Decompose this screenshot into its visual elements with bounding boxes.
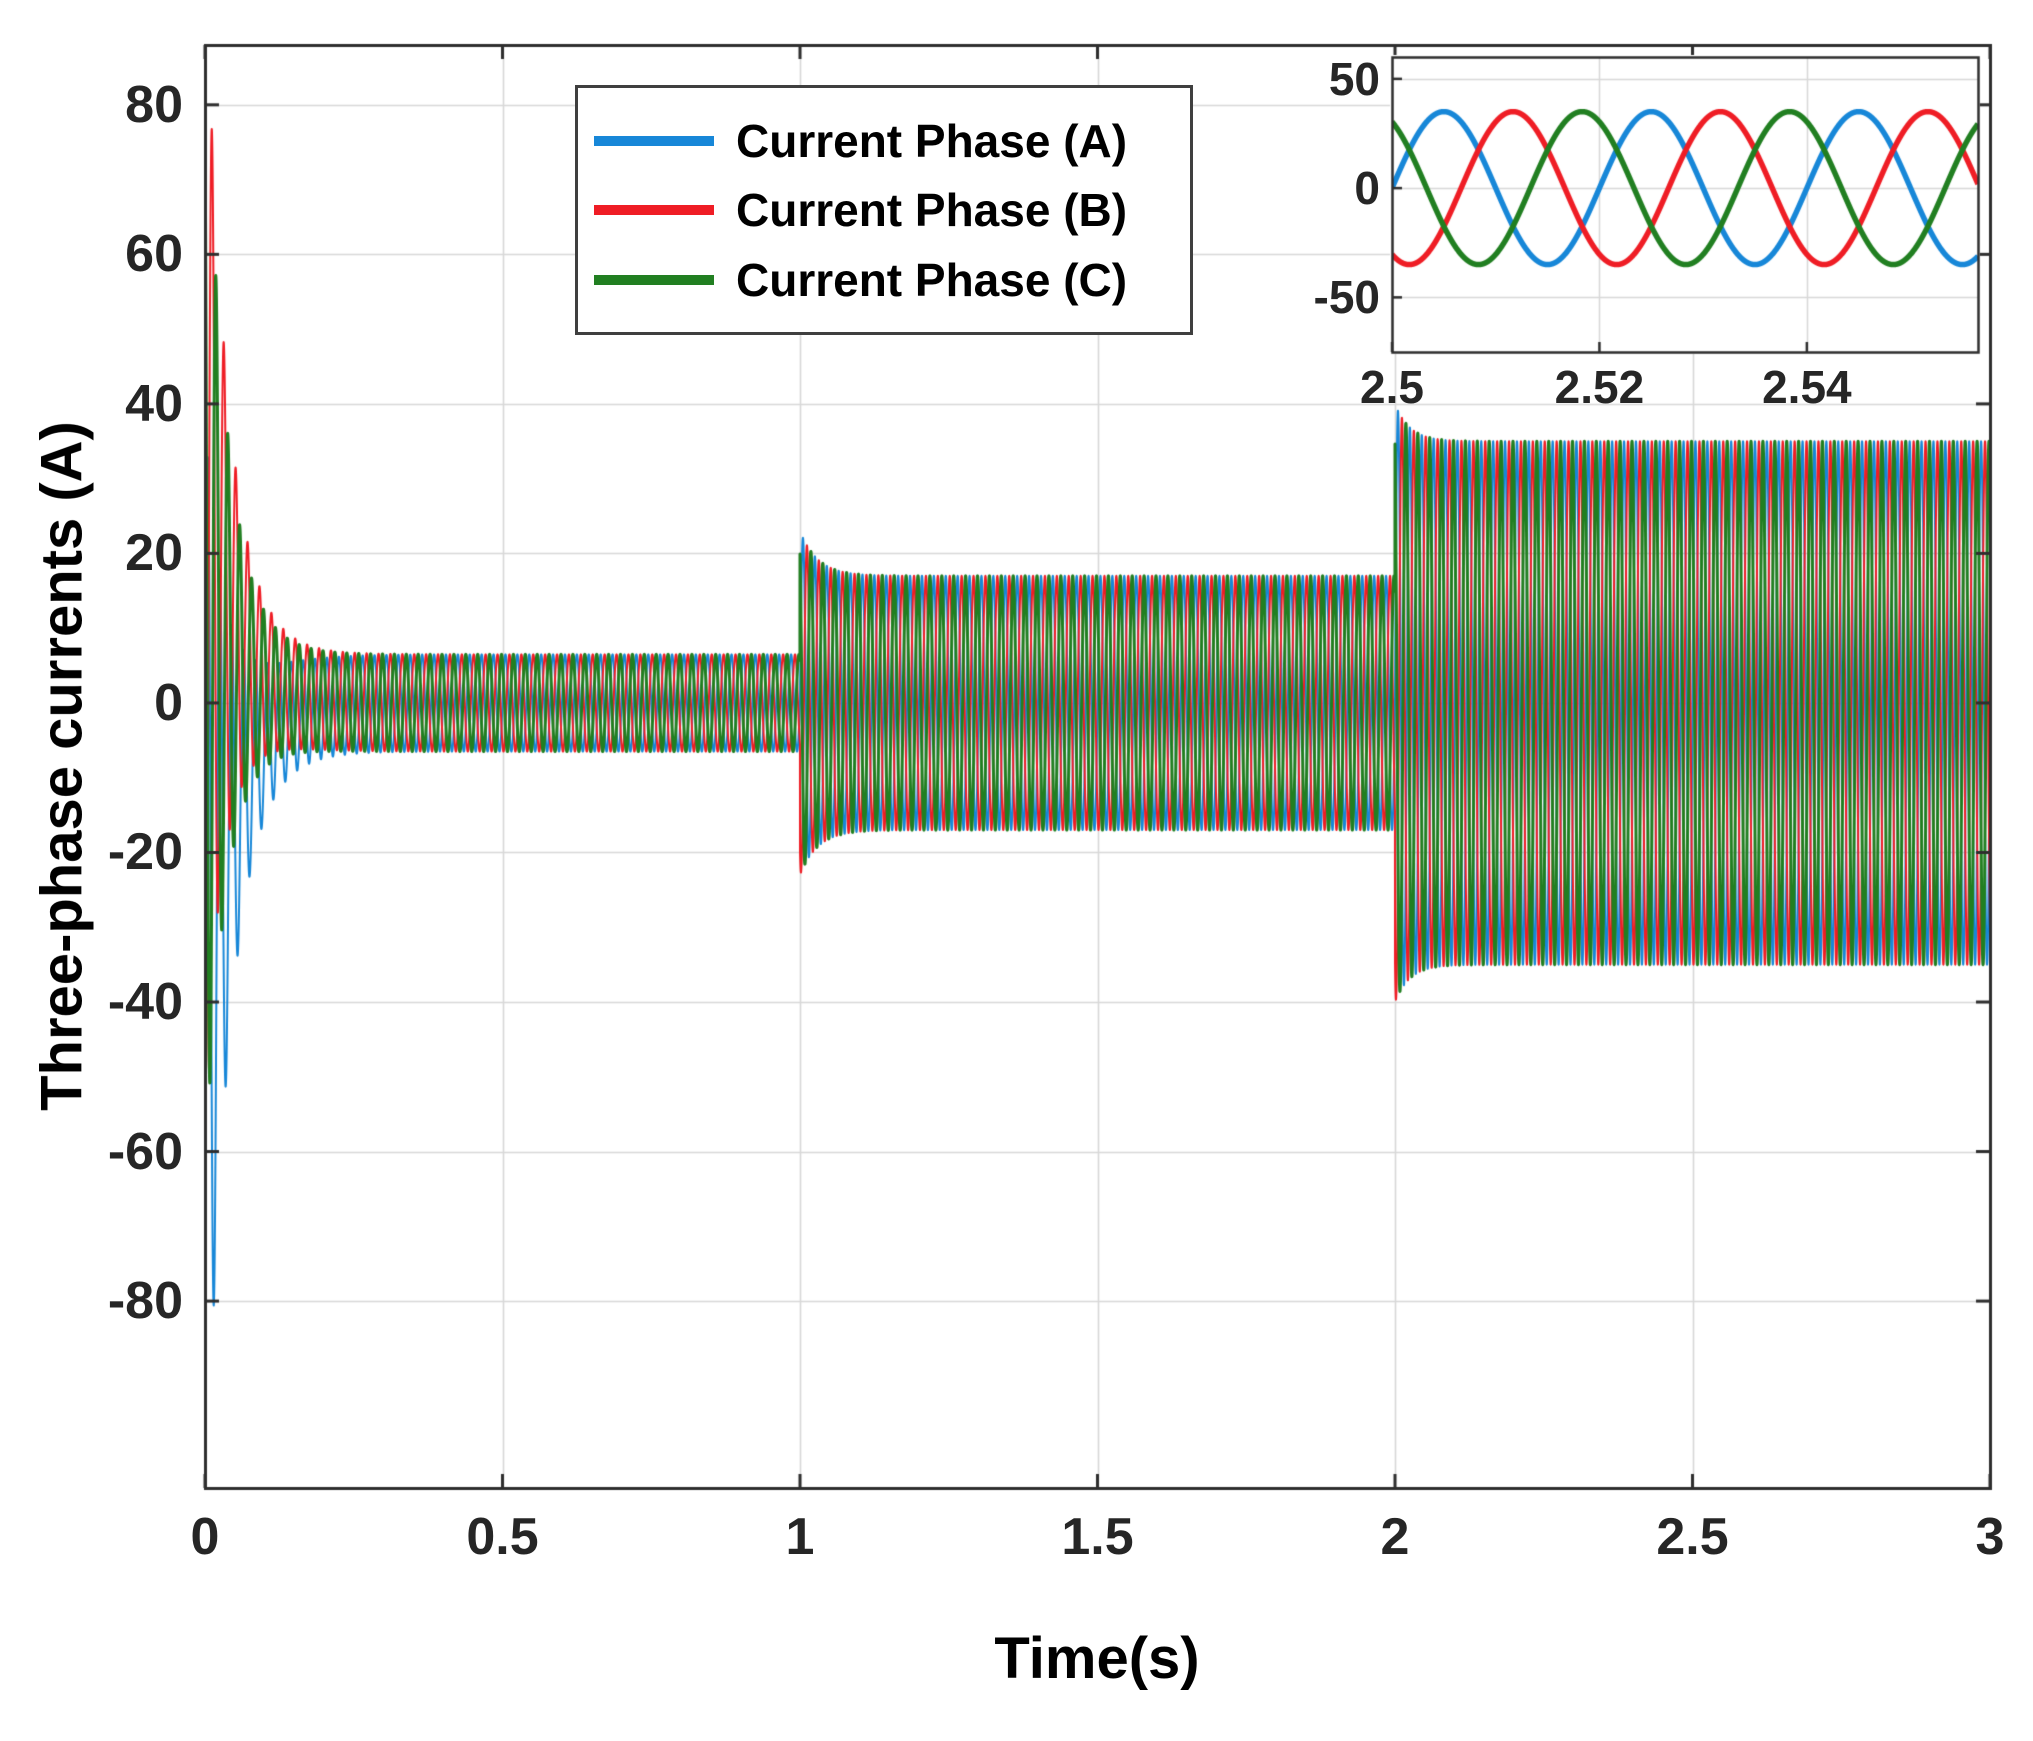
y-tick-label: -60 [107, 1122, 183, 1181]
legend-entry: Current Phase (B) [594, 187, 1174, 233]
legend-line-swatch [594, 135, 714, 146]
legend-label: Current Phase (A) [736, 114, 1128, 167]
legend-line-swatch [594, 274, 714, 285]
legend: Current Phase (A) Current Phase (B) Curren… [575, 85, 1193, 335]
x-tick-label: 0.5 [466, 1508, 539, 1566]
legend-line-swatch [594, 205, 714, 215]
y-tick-label: 60 [125, 225, 183, 284]
y-tick-label: 20 [125, 524, 183, 583]
legend-entry: Current Phase (C) [594, 257, 1174, 303]
y-tick-label: -40 [107, 973, 183, 1031]
inset-x-tick-label: 2.5 [1360, 361, 1424, 413]
y-tick-label: 80 [125, 75, 183, 134]
y-tick-label: 40 [125, 374, 183, 433]
x-tick-label: 0 [190, 1508, 220, 1566]
x-tick-label: 2 [1380, 1508, 1410, 1566]
y-tick-label: -80 [107, 1272, 183, 1331]
inset-x-tick-label: 2.52 [1554, 361, 1645, 413]
y-tick-label: -20 [107, 823, 183, 882]
x-tick-label: 1.5 [1061, 1508, 1134, 1566]
x-axis-label: Time(s) [994, 1626, 1200, 1691]
x-tick-label: 1 [785, 1508, 815, 1566]
y-axis-label: Three-phase currents (A) [29, 421, 95, 1111]
legend-label: Current Phase (C) [736, 253, 1128, 306]
inset-y-tick-label: 50 [1328, 52, 1380, 105]
inset-y-tick-label: -50 [1313, 271, 1380, 324]
x-tick-label: 3 [1975, 1508, 2005, 1566]
inset-x-tick-label: 2.54 [1762, 361, 1852, 413]
legend-label: Current Phase (B) [736, 184, 1128, 236]
legend-entry: Current Phase (A) [594, 118, 1174, 164]
y-tick-label: 0 [154, 673, 183, 732]
inset-y-tick-label: 0 [1354, 162, 1380, 215]
x-tick-label: 2.5 [1656, 1508, 1729, 1566]
